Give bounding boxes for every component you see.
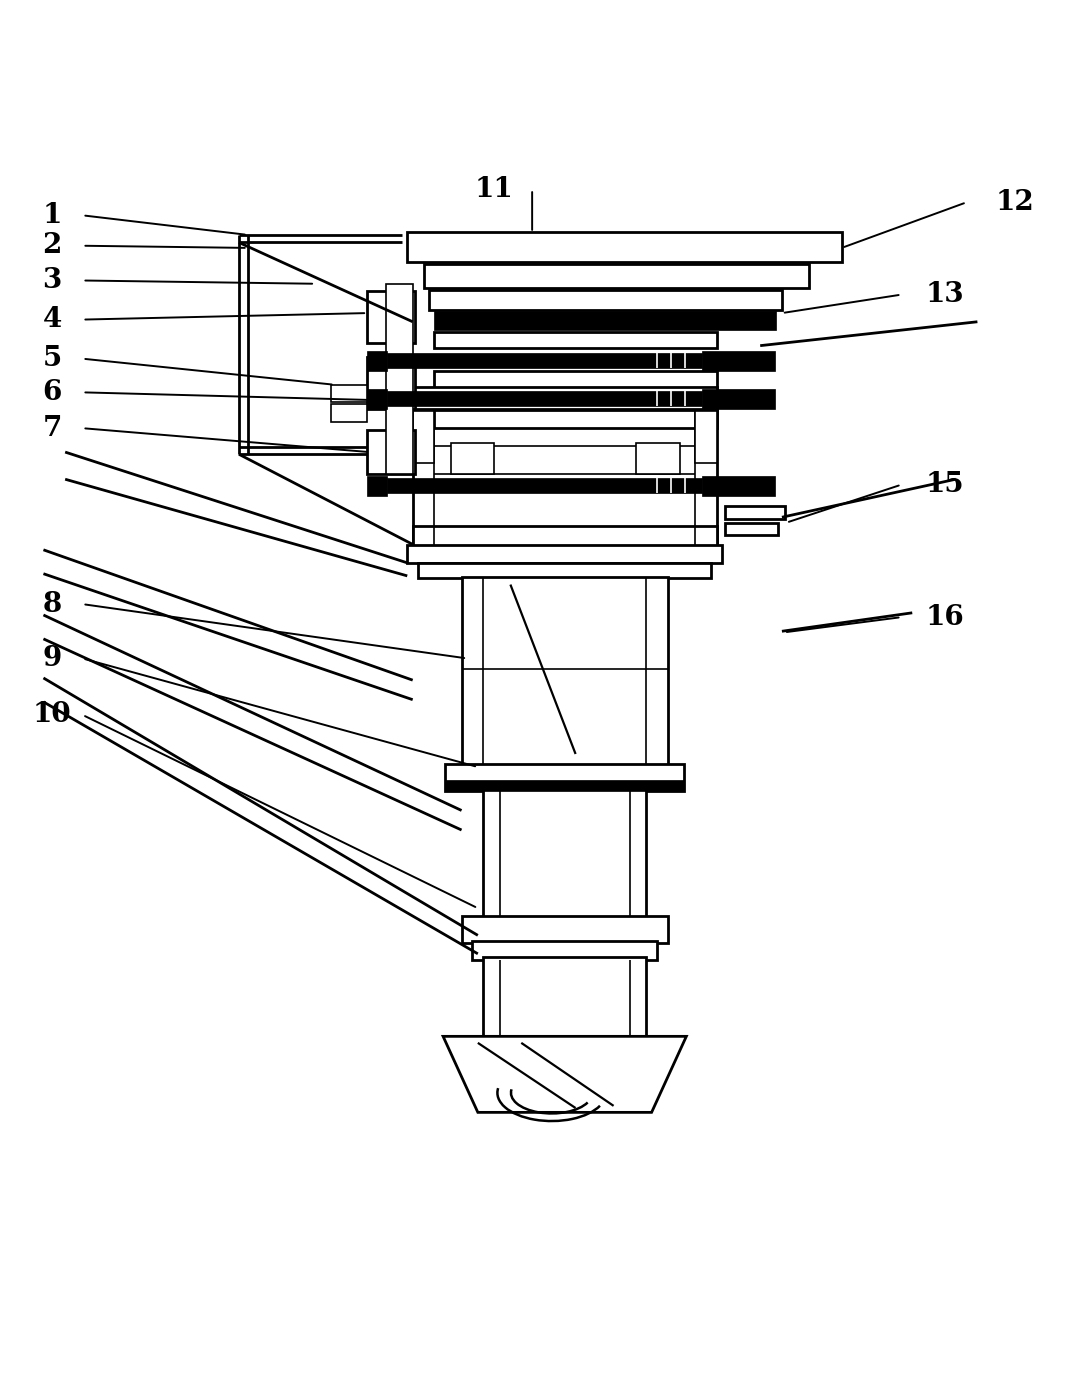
Bar [434,409,717,428]
Bar [702,475,775,496]
Bar [367,351,387,370]
Bar [451,444,494,474]
Bar [413,387,717,409]
Bar [424,264,809,287]
Text: 8: 8 [42,590,62,618]
Text: 13: 13 [925,281,964,308]
Bar [367,292,415,344]
Bar [702,390,775,409]
Text: 16: 16 [925,604,964,630]
Bar [387,478,702,493]
Text: 10: 10 [33,702,72,728]
Bar [462,576,668,767]
Bar [434,332,717,348]
Bar [418,562,711,578]
Bar [413,410,434,463]
Text: 15: 15 [925,471,964,498]
Bar [331,384,367,402]
Text: 3: 3 [42,267,62,294]
Bar [695,410,717,463]
Bar [725,522,778,535]
Bar [367,357,415,409]
Bar [407,546,722,562]
Bar [702,351,775,370]
Text: 9: 9 [42,645,62,672]
Polygon shape [443,1036,686,1113]
Text: 6: 6 [42,379,62,406]
Bar [445,779,684,791]
Bar [407,232,842,263]
Bar [331,405,367,422]
Bar [472,941,657,960]
Bar [367,475,387,496]
Bar [413,527,717,547]
Bar [387,354,702,369]
Bar [445,764,684,791]
Bar [483,958,646,1038]
Bar [462,916,668,943]
Bar [434,370,717,390]
Bar [367,390,387,409]
Text: 5: 5 [42,346,62,372]
Text: 12: 12 [996,189,1035,216]
Bar [429,290,782,310]
Text: 4: 4 [42,305,62,333]
Bar [386,283,413,474]
Bar [725,506,785,520]
Bar [636,444,680,474]
Bar [434,311,776,330]
Text: 1: 1 [42,202,62,229]
Bar [367,430,415,474]
Text: 11: 11 [475,176,514,203]
Bar [483,789,646,919]
Text: 2: 2 [42,232,62,260]
Bar [387,391,702,406]
Text: 7: 7 [42,415,62,442]
